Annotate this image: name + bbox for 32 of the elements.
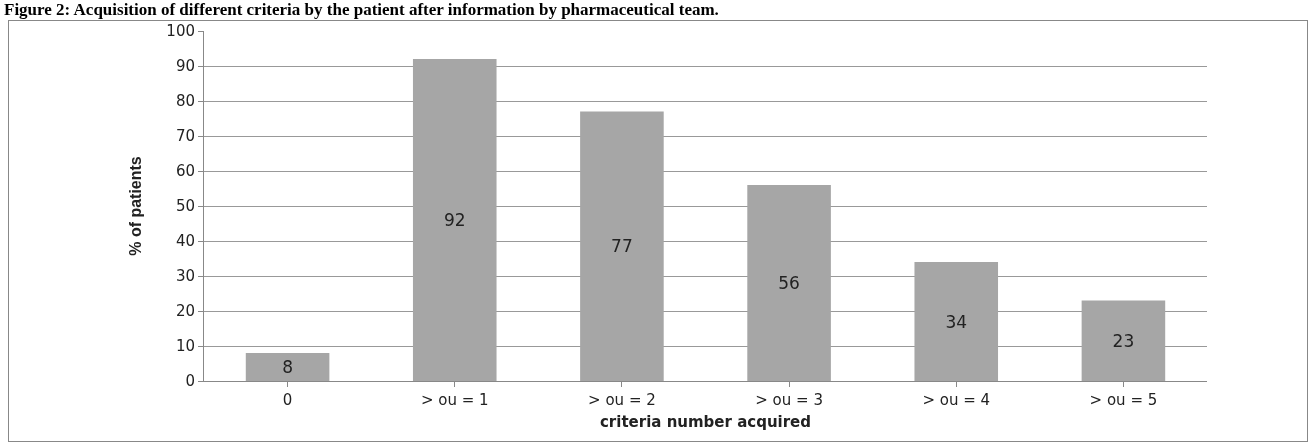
data-label: 23 — [1112, 330, 1135, 351]
bar — [1081, 300, 1166, 381]
y-tick-label: 50 — [175, 197, 195, 216]
y-tick-label: 80 — [175, 92, 195, 111]
x-tick-label: > ou = 1 — [420, 391, 489, 409]
y-tick-label: 30 — [175, 267, 195, 286]
x-tick-label: > ou = 3 — [755, 391, 823, 409]
x-tick-label: > ou = 4 — [922, 391, 991, 409]
data-label: 92 — [443, 210, 466, 230]
bar — [747, 185, 831, 381]
y-tick-label: 0 — [185, 372, 195, 391]
x-axis-title: criteria number acquired — [599, 413, 812, 431]
x-tick-label: > ou = 2 — [588, 391, 656, 409]
data-label: 56 — [778, 273, 800, 293]
y-tick-label: 70 — [175, 127, 195, 146]
y-tick-label: 40 — [175, 232, 195, 251]
y-tick-label: 90 — [175, 57, 195, 76]
y-tick-label: 60 — [175, 162, 195, 181]
chart-title: Figure 2: Acquisition of different criteria by the patient after information by pharmaceutical team. — [3, 0, 720, 20]
bar — [245, 353, 330, 381]
bar — [580, 111, 664, 381]
y-tick-label: 20 — [175, 302, 195, 321]
data-label: 34 — [945, 311, 968, 332]
data-label: 77 — [611, 236, 633, 257]
bar — [412, 59, 497, 381]
data-label: 8 — [282, 357, 293, 377]
y-axis-title: % of patients — [127, 156, 145, 256]
bar — [914, 262, 999, 381]
x-tick-label: > ou = 5 — [1089, 391, 1158, 409]
y-tick-label: 100 — [166, 22, 195, 41]
x-tick-label: 0 — [282, 391, 293, 409]
y-tick-label: 10 — [175, 337, 195, 356]
